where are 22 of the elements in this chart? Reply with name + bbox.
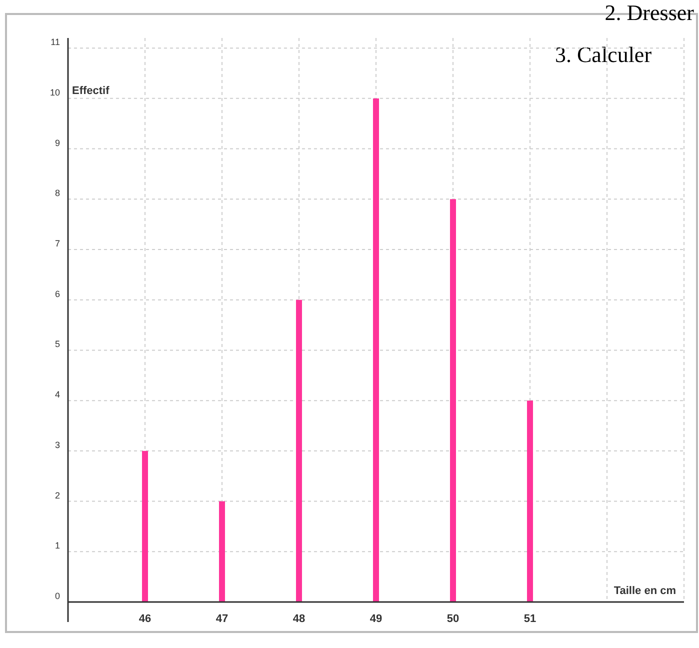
x-tick-label: 50 bbox=[446, 613, 460, 625]
y-tick-label: 5 bbox=[54, 339, 60, 350]
y-tick-label: 8 bbox=[54, 188, 60, 198]
y-tick-label: 7 bbox=[54, 238, 60, 248]
y-tick-label: 11 bbox=[50, 37, 60, 48]
y-tick-label: 10 bbox=[50, 87, 60, 98]
x-tick-label: 51 bbox=[524, 613, 536, 625]
x-tick-label: 46 bbox=[138, 613, 152, 625]
y-tick-label: 4 bbox=[54, 390, 60, 400]
x-axis-title: Taille en cm bbox=[614, 585, 676, 597]
annotation: 3. Calculer bbox=[555, 42, 652, 67]
y-tick-label: 2 bbox=[54, 490, 60, 500]
y-axis-title: Effectif bbox=[72, 85, 110, 97]
text: 2. Dresser bbox=[604, 0, 695, 25]
x-tick-label: 49 bbox=[370, 613, 382, 625]
x-tick-label: 47 bbox=[216, 613, 228, 625]
y-tick-label: 0 bbox=[54, 591, 60, 601]
y-tick-label: 1 bbox=[54, 540, 60, 551]
y-tick-label: 9 bbox=[54, 138, 60, 148]
x-tick-label: 48 bbox=[292, 613, 306, 625]
y-tick-label: 3 bbox=[54, 440, 60, 450]
y-tick-label: 6 bbox=[54, 288, 60, 299]
